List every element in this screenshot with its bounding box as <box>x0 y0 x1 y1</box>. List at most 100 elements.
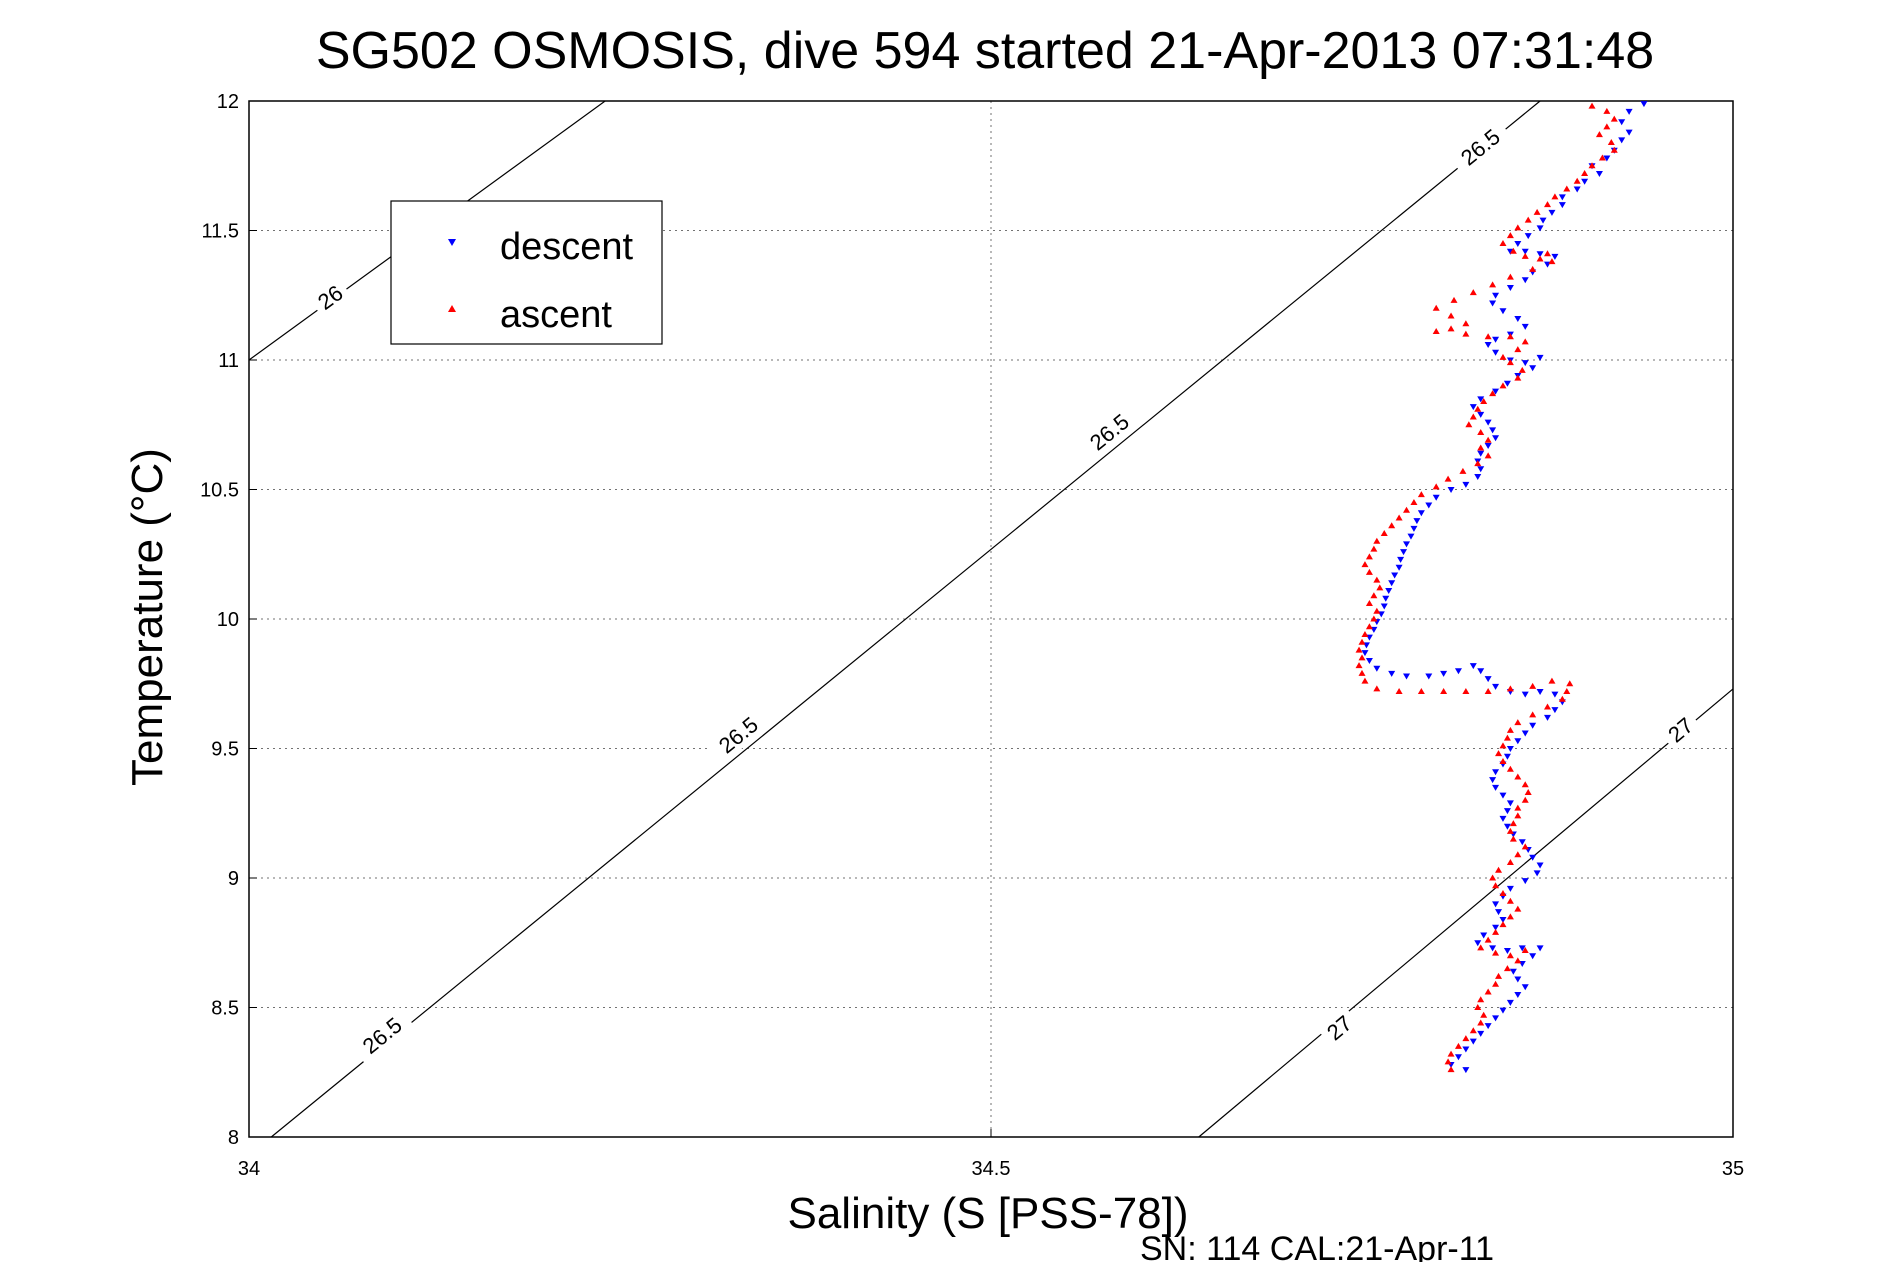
ascent-point <box>1477 444 1485 451</box>
ascent-point <box>1447 312 1455 319</box>
ascent-point <box>1495 750 1503 757</box>
descent-point <box>1514 992 1522 999</box>
legend-marker-descent <box>448 239 456 246</box>
ascent-point <box>1480 397 1488 404</box>
ascent-point <box>1444 475 1452 482</box>
descent-point <box>1518 839 1526 846</box>
ascent-point <box>1521 338 1529 345</box>
descent-point <box>1477 1030 1485 1037</box>
descent-point <box>1484 676 1492 683</box>
descent-point <box>1499 1007 1507 1014</box>
ascent-point <box>1373 607 1381 614</box>
descent-point <box>1477 411 1485 418</box>
descent-point <box>1521 360 1529 367</box>
descent-point <box>1417 510 1425 517</box>
ascent-point <box>1548 677 1556 684</box>
descent-point <box>1454 668 1462 675</box>
ascent-point <box>1480 1011 1488 1018</box>
ascent-point <box>1503 965 1511 972</box>
descent-point <box>1403 541 1411 548</box>
ascent-point <box>1529 265 1537 272</box>
chart-title: SG502 OSMOSIS, dive 594 started 21-Apr-2… <box>316 22 1654 80</box>
descent-point <box>1595 171 1603 178</box>
legend-label-descent: descent <box>500 226 634 268</box>
ascent-point <box>1365 623 1373 630</box>
descent-point <box>1536 862 1544 869</box>
legend: descent ascent <box>390 200 663 345</box>
axis-ticks: 34 34.5 35 8 8.5 9 9.5 10 10.5 11 11.5 12 <box>200 91 1744 1180</box>
descent-point <box>1403 673 1411 680</box>
ascent-point <box>1474 460 1482 467</box>
ascent-point <box>1489 390 1497 397</box>
ascent-point <box>1509 247 1517 254</box>
ascent-point <box>1492 949 1500 956</box>
ascent-point <box>1489 281 1497 288</box>
ascent-point <box>1469 1027 1477 1034</box>
ascent-point <box>1506 858 1514 865</box>
descent-point <box>1480 932 1488 939</box>
ascent-point <box>1506 827 1514 834</box>
contour-label-background <box>1447 117 1513 177</box>
descent-point <box>1625 108 1633 115</box>
ascent-point <box>1566 680 1574 687</box>
descent-point <box>1484 1023 1492 1030</box>
descent-point <box>1499 916 1507 923</box>
ascent-point <box>1506 897 1514 904</box>
descent-point <box>1489 427 1497 434</box>
ascent-point <box>1499 382 1507 389</box>
ascent-point <box>1484 436 1492 443</box>
ascent-point <box>1514 905 1522 912</box>
descent-point <box>1506 885 1514 892</box>
ascent-point <box>1514 812 1522 819</box>
ascent-point <box>1450 296 1458 303</box>
ascent-point <box>1444 1058 1452 1065</box>
ascent-point <box>1603 123 1611 130</box>
ascent-point <box>1503 734 1511 741</box>
descent-point <box>1529 722 1537 729</box>
descent-point <box>1548 209 1556 216</box>
descent-point <box>1618 119 1626 126</box>
descent-point <box>1558 194 1566 201</box>
ascent-point <box>1388 522 1396 529</box>
descent-point <box>1492 769 1500 776</box>
descent-point <box>1521 691 1529 698</box>
descent-point <box>1536 225 1544 232</box>
ascent-point <box>1477 429 1485 436</box>
ascent-point <box>1506 359 1514 366</box>
descent-point <box>1432 494 1440 501</box>
descent-point <box>1503 753 1511 760</box>
descent-point <box>1484 419 1492 426</box>
descent-point <box>1514 738 1522 745</box>
descent-point <box>1529 854 1537 861</box>
ascent-point <box>1499 890 1507 897</box>
descent-point <box>1514 240 1522 247</box>
ascent-point <box>1417 688 1425 695</box>
ascent-point <box>1506 952 1514 959</box>
serial-calibration-note: SN: 114 CAL:21-Apr-11 <box>1140 1230 1494 1262</box>
ascent-point <box>1462 688 1470 695</box>
contour-label-background <box>1658 708 1703 752</box>
ascent-point <box>1373 685 1381 692</box>
ascent-point <box>1484 688 1492 695</box>
ascent-point <box>1477 1019 1485 1026</box>
descent-point <box>1506 800 1514 807</box>
ascent-point <box>1548 258 1556 265</box>
ascent-point <box>1380 530 1388 537</box>
ascent-point <box>1529 682 1537 689</box>
descent-point <box>1380 603 1388 610</box>
ascent-point <box>1358 638 1366 645</box>
descent-point <box>1395 564 1403 571</box>
ascent-point <box>1506 726 1514 733</box>
ascent-point <box>1373 576 1381 583</box>
ascent-point <box>1492 882 1500 889</box>
descent-point <box>1524 233 1532 240</box>
descent-point <box>1492 901 1500 908</box>
ascent-point <box>1563 688 1571 695</box>
descent-point <box>1474 940 1482 947</box>
ascent-point <box>1489 874 1497 881</box>
descent-point <box>1492 1015 1500 1022</box>
legend-label-ascent: ascent <box>500 294 612 336</box>
ascent-point <box>1514 346 1522 353</box>
ascent-point <box>1465 421 1473 428</box>
descent-point <box>1492 292 1500 299</box>
